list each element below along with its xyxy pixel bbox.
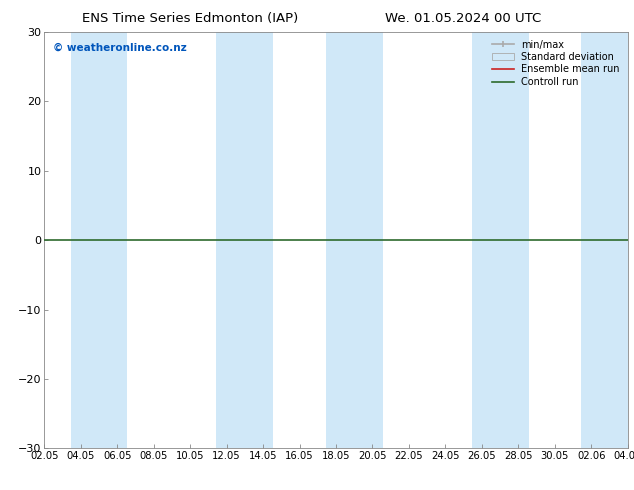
Text: © weatheronline.co.nz: © weatheronline.co.nz [53,42,187,52]
Legend: min/max, Standard deviation, Ensemble mean run, Controll run: min/max, Standard deviation, Ensemble me… [489,37,623,90]
Bar [581,32,634,448]
Bar [70,32,127,448]
Bar [472,32,529,448]
Text: We. 01.05.2024 00 UTC: We. 01.05.2024 00 UTC [385,12,541,25]
Bar [216,32,273,448]
Bar [326,32,383,448]
Text: ENS Time Series Edmonton (IAP): ENS Time Series Edmonton (IAP) [82,12,299,25]
